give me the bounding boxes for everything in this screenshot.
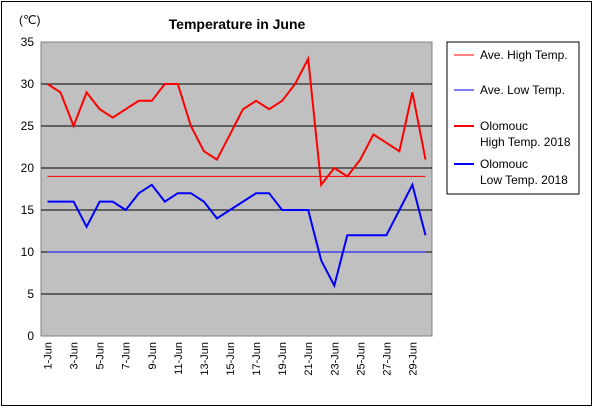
legend-label: High Temp. 2018 <box>480 135 571 149</box>
y-tick-label: 15 <box>21 203 35 217</box>
series-line-4 <box>47 182 427 289</box>
series-line-3 <box>46 55 427 188</box>
plot-area <box>40 41 433 337</box>
legend-label: Ave. Low Temp. <box>480 83 565 97</box>
x-tick-label: 21-Jun <box>303 342 315 376</box>
y-tick-label: 30 <box>21 77 35 91</box>
legend-label: Low Temp. 2018 <box>480 173 568 187</box>
y-tick-label: 0 <box>27 329 34 343</box>
x-tick-label: 15-Jun <box>225 342 237 376</box>
y-tick-label: 10 <box>21 245 35 259</box>
x-tick-label: 5-Jun <box>95 342 107 370</box>
x-tick-label: 25-Jun <box>355 342 367 376</box>
x-tick-label: 7-Jun <box>121 342 133 370</box>
legend: Ave. High Temp. Ave. Low Temp. Olomouc High… <box>446 41 580 195</box>
y-tick-label: 35 <box>21 35 35 49</box>
series-lines <box>46 55 427 289</box>
y-tick-label: 25 <box>21 119 35 133</box>
x-tick-label: 29-Jun <box>407 342 419 376</box>
legend-box <box>446 41 580 195</box>
x-tick-label: 27-Jun <box>381 342 393 376</box>
x-tick-label: 13-Jun <box>199 342 211 376</box>
x-tick-label: 1-Jun <box>43 342 55 370</box>
x-tick-label: 23-Jun <box>329 342 341 376</box>
x-axis-ticks: 1-Jun 3-Jun 5-Jun 7-Jun 9-Jun 11-Jun 13-Jun 15-… <box>43 342 420 376</box>
y-axis-ticks: 0 5 10 15 20 25 30 35 <box>21 35 35 343</box>
unit-label: (℃) <box>19 13 40 27</box>
legend-label: Olomouc <box>480 119 528 133</box>
y-tick-label: 5 <box>27 287 34 301</box>
x-tick-label: 3-Jun <box>69 342 81 370</box>
x-tick-label: 17-Jun <box>251 342 263 376</box>
legend-label: Ave. High Temp. <box>480 48 568 62</box>
legend-label: Olomouc <box>480 157 528 171</box>
chart-title: Temperature in June <box>169 16 306 32</box>
y-tick-label: 20 <box>21 161 35 175</box>
x-tick-label: 9-Jun <box>147 342 159 370</box>
x-tick-label: 19-Jun <box>277 342 289 376</box>
x-tick-label: 11-Jun <box>173 342 185 375</box>
